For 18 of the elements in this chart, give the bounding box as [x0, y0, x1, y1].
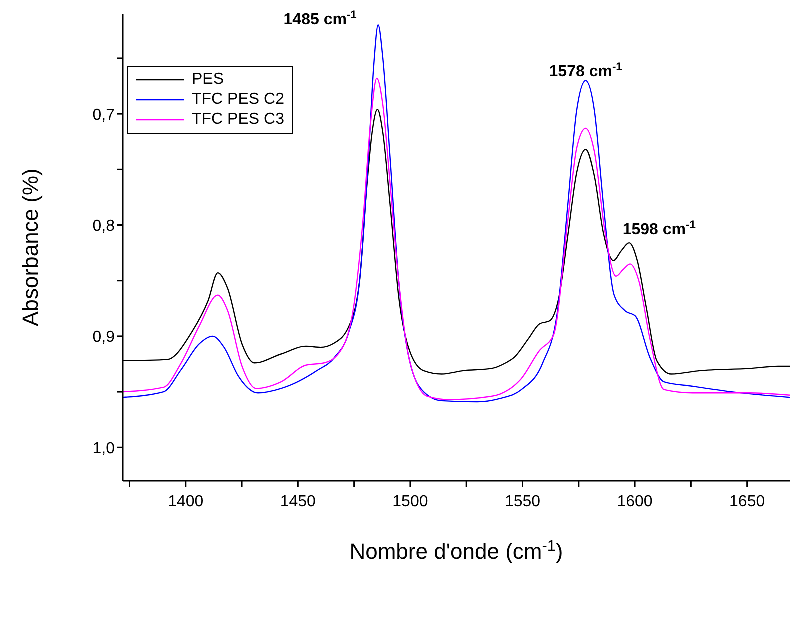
x-tick-label: 1500 — [392, 493, 428, 510]
legend-label: TFC PES C3 — [192, 110, 284, 130]
x-axis-title: Nombre d'onde (cm$^{-1}$) — [350, 538, 564, 564]
annotation: 1598 cm$^{-1}$ — [622, 219, 696, 238]
y-axis-title: Absorbance (%) — [18, 168, 43, 326]
y-tick-label: 0,7 — [92, 106, 116, 124]
x-tick-label: 1650 — [730, 493, 766, 510]
legend-label: PES — [192, 70, 224, 90]
x-tick-label: 1600 — [617, 493, 653, 510]
annotation: 1578 cm$^{-1}$ — [549, 61, 622, 80]
x-tick-label: 1550 — [504, 493, 541, 510]
annotation: 1485 cm$^{-1}$ — [284, 10, 357, 29]
x-tick-label: 1400 — [168, 493, 204, 510]
y-tick-label: 0,8 — [92, 218, 116, 235]
legend-label: TFC PES C2 — [192, 90, 284, 110]
x-tick-label: 1450 — [280, 493, 316, 510]
y-tick-label: 0,9 — [92, 329, 116, 346]
y-tick-label: 1,0 — [92, 440, 116, 458]
